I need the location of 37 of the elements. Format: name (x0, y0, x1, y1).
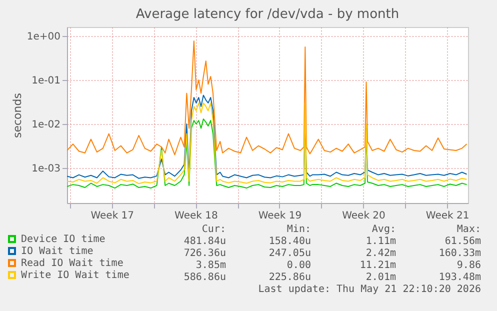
text: 586.86u (182, 272, 226, 284)
chart-title: Average latency for /dev/vda - by month (136, 7, 400, 22)
x-tick-label: Week 20 (342, 210, 386, 222)
text: Min: (286, 224, 311, 236)
text: Cur: (200, 224, 226, 236)
text: 2.42m (364, 248, 396, 260)
text: 2.01m (364, 272, 396, 284)
text: 11.21m (358, 260, 396, 272)
text: 0.00 (286, 260, 311, 272)
text: 158.40u (268, 236, 311, 248)
text: 481.84u (182, 236, 226, 248)
text: 225.86u (268, 272, 311, 284)
line-series (67, 40, 468, 156)
text: 726.36u (182, 248, 226, 260)
text: 1.11m (364, 236, 396, 248)
x-tick-label: Week 19 (258, 210, 302, 222)
legend-label: IO Wait time (21, 246, 94, 257)
text: 3.85m (194, 260, 226, 272)
y-tick-label: 1e-03 (32, 163, 60, 174)
text: Avg: (370, 224, 396, 236)
text: 193.48m (438, 272, 481, 284)
legend-label: Write IO Wait time (21, 270, 130, 281)
y-tick-label: 1e-01 (32, 75, 60, 86)
y-axis-title: seconds (10, 92, 24, 138)
x-tick-label: Week 18 (174, 210, 218, 222)
text: 247.05u (268, 248, 311, 260)
text: Last update: Thu May 21 22:10:20 2026 (257, 284, 481, 296)
y-tick-label: 1e+00 (26, 31, 60, 42)
x-tick-label: Week 21 (426, 210, 470, 222)
y-tick-label: 1e-02 (32, 119, 60, 130)
text: Max: (456, 224, 481, 236)
text: 61.56m (444, 236, 481, 248)
legend-label: Read IO Wait time (21, 258, 124, 269)
x-tick-label: Week 17 (90, 210, 134, 222)
text: 160.33m (438, 248, 481, 260)
legend-label: Device IO time (21, 234, 106, 245)
text: 9.86 (456, 260, 481, 272)
